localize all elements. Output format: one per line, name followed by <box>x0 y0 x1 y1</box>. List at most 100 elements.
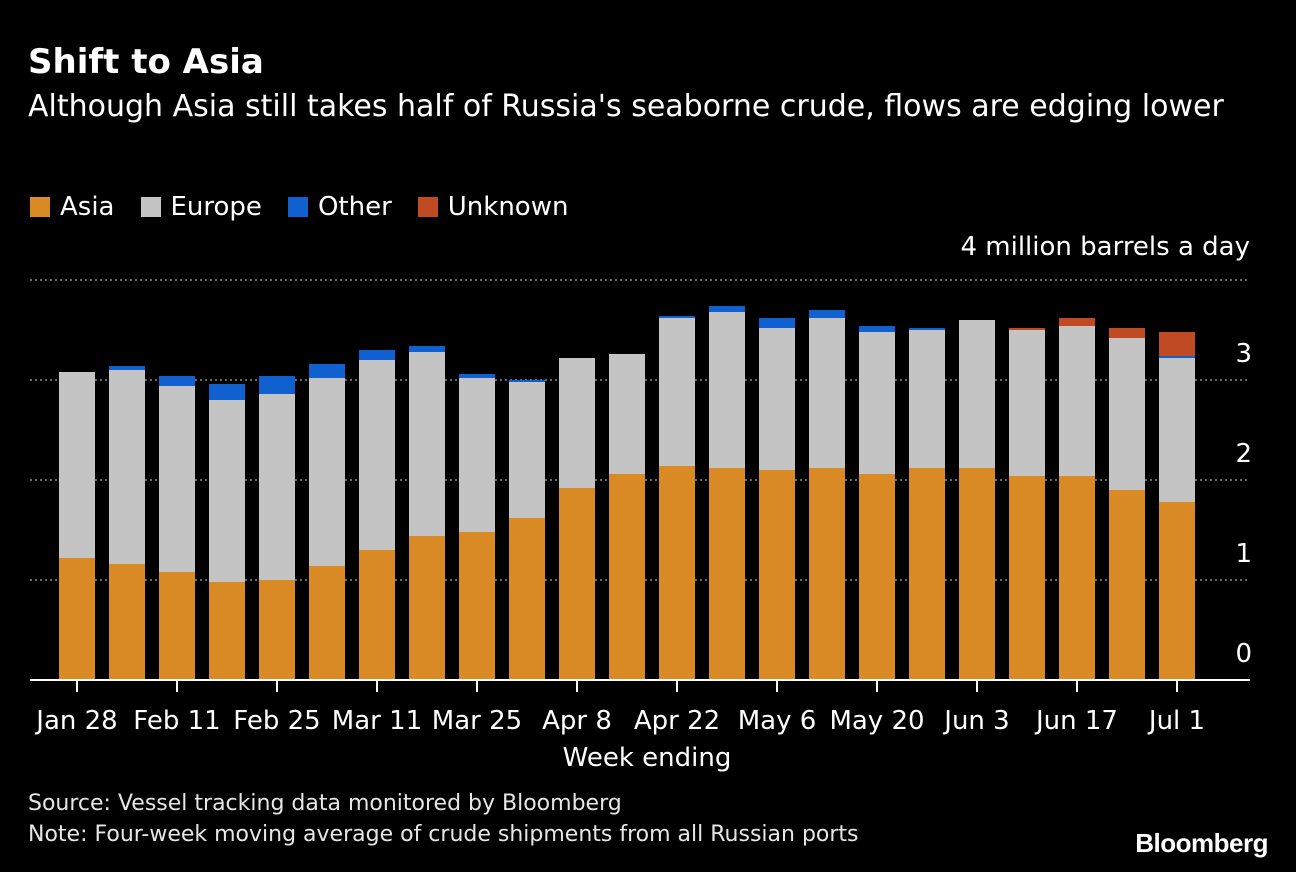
bar-europe-16 <box>859 332 895 474</box>
bar-asia-0 <box>59 558 95 680</box>
bar-asia-21 <box>1109 490 1145 680</box>
legend-swatch-other <box>287 197 308 217</box>
legend-swatch-asia <box>30 197 50 217</box>
legend-label-europe: Europe <box>170 192 262 222</box>
y-axis-unit-label: 4 million barrels a day <box>960 232 1250 262</box>
bar-europe-18 <box>959 320 995 468</box>
axes: 0 1 2 3 Jan 28 Feb 11 Feb 25 Mar 11 Mar 25 Apr 8 A… <box>30 339 1252 736</box>
legend-item-europe: Europe <box>140 192 262 222</box>
bar-other-7 <box>409 346 445 352</box>
bar-asia-15 <box>809 468 845 680</box>
bar-asia-2 <box>159 572 195 680</box>
legend-label-unknown: Unknown <box>447 192 569 222</box>
footer-notes: Source: Vessel tracking data monitored b… <box>28 788 859 850</box>
bar-europe-12 <box>659 318 695 466</box>
bar-asia-1 <box>109 564 145 680</box>
bar-other-17 <box>909 328 945 330</box>
bar-europe-0 <box>59 372 95 558</box>
bar-other-15 <box>809 310 845 318</box>
bar-other-22 <box>1159 356 1195 358</box>
x-tick-label: Feb 11 <box>133 706 220 736</box>
bar-other-4 <box>259 376 295 394</box>
bar-other-14 <box>759 318 795 328</box>
x-tick-label: May 20 <box>829 706 924 736</box>
bar-other-13 <box>709 306 745 312</box>
bar-europe-17 <box>909 330 945 468</box>
bar-europe-13 <box>709 312 745 468</box>
bar-europe-11 <box>609 354 645 474</box>
bar-asia-11 <box>609 474 645 680</box>
bar-asia-8 <box>459 532 495 680</box>
bar-asia-10 <box>559 488 595 680</box>
bars <box>59 306 1195 680</box>
bar-asia-5 <box>309 566 345 680</box>
bar-europe-20 <box>1059 326 1095 476</box>
bloomberg-logo: Bloomberg <box>1135 828 1268 858</box>
y-tick-label: 1 <box>1235 539 1252 569</box>
x-tick-label: Apr 8 <box>542 706 612 736</box>
bar-asia-14 <box>759 470 795 680</box>
note-text: Note: Four-week moving average of crude … <box>28 822 859 847</box>
bar-europe-6 <box>359 360 395 550</box>
legend-label-other: Other <box>317 192 392 222</box>
x-tick-label: Jul 1 <box>1147 706 1205 736</box>
bar-asia-18 <box>959 468 995 680</box>
bar-unknown-22 <box>1159 332 1195 356</box>
bar-unknown-20 <box>1059 318 1095 326</box>
bar-europe-14 <box>759 328 795 470</box>
bar-europe-4 <box>259 394 295 580</box>
y-tick-label: 0 <box>1235 639 1252 669</box>
bar-asia-7 <box>409 536 445 680</box>
chart-subtitle: Although Asia still takes half of Russia… <box>28 89 1224 124</box>
x-tick-label: Feb 25 <box>233 706 320 736</box>
bar-unknown-19 <box>1009 328 1045 330</box>
bar-europe-3 <box>209 400 245 582</box>
x-tick-label: Jan 28 <box>34 706 117 736</box>
bar-europe-22 <box>1159 358 1195 502</box>
source-text: Source: Vessel tracking data monitored b… <box>28 791 622 816</box>
bar-europe-9 <box>509 382 545 518</box>
legend-item-other: Other <box>287 192 392 222</box>
bar-other-5 <box>309 364 345 378</box>
bar-asia-12 <box>659 466 695 680</box>
chart-title: Shift to Asia <box>28 42 264 82</box>
bar-asia-22 <box>1159 502 1195 680</box>
x-tick-label: Jun 3 <box>942 706 1009 736</box>
legend: Asia Europe Other Unknown <box>30 192 594 222</box>
bar-other-6 <box>359 350 395 360</box>
bar-asia-19 <box>1009 476 1045 680</box>
bar-europe-2 <box>159 386 195 572</box>
bar-europe-21 <box>1109 338 1145 490</box>
x-tick-label: Mar 25 <box>432 706 522 736</box>
bar-unknown-21 <box>1109 328 1145 338</box>
bar-asia-13 <box>709 468 745 680</box>
bar-other-1 <box>109 366 145 370</box>
bar-europe-15 <box>809 318 845 468</box>
bar-asia-4 <box>259 580 295 680</box>
legend-item-asia: Asia <box>30 192 115 222</box>
bar-asia-17 <box>909 468 945 680</box>
bar-asia-16 <box>859 474 895 680</box>
x-tick-label: Apr 22 <box>634 706 720 736</box>
bar-asia-3 <box>209 582 245 680</box>
bar-other-9 <box>509 380 545 382</box>
x-tick-label: Mar 11 <box>332 706 422 736</box>
legend-swatch-europe <box>140 197 161 217</box>
bar-europe-7 <box>409 352 445 536</box>
bar-other-12 <box>659 316 695 318</box>
bar-other-2 <box>159 376 195 386</box>
bar-europe-1 <box>109 370 145 564</box>
bar-asia-6 <box>359 550 395 680</box>
bar-europe-10 <box>559 358 595 488</box>
y-tick-label: 2 <box>1235 439 1252 469</box>
bar-europe-5 <box>309 378 345 566</box>
bar-asia-20 <box>1059 476 1095 680</box>
x-tick-label: Jun 17 <box>1034 706 1118 736</box>
legend-item-unknown: Unknown <box>417 192 569 222</box>
legend-swatch-unknown <box>417 197 438 217</box>
bar-other-16 <box>859 326 895 332</box>
bar-other-3 <box>209 384 245 400</box>
y-tick-label: 3 <box>1235 339 1252 369</box>
legend-label-asia: Asia <box>60 192 115 222</box>
